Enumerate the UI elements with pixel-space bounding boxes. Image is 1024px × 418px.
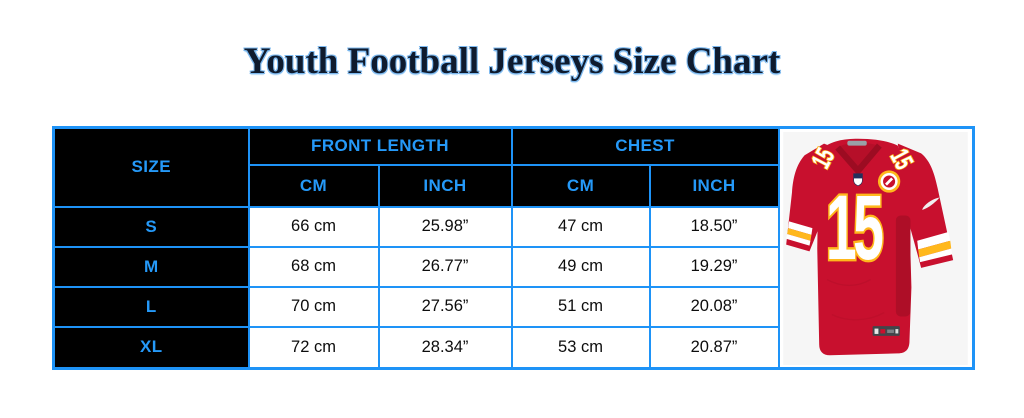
right-cuff-stripe-white-1 [917,231,951,249]
wrinkle-line [831,311,885,320]
wrinkle-line [826,278,872,286]
chest-inch-header: INCH [648,163,780,208]
front-length-header: FRONT LENGTH [247,126,513,166]
side-mesh-panel [896,214,911,316]
size-chart-table: SIZE FRONT LENGTH CHEST [52,126,976,370]
chest-cm-cell: 49 cm [510,245,651,288]
front-cm-header: CM [247,163,380,208]
nfl-shield-icon [853,172,863,186]
table-row-l: L 70 cm 27.56” 51 cm 20.08” [52,285,974,328]
table-row-s: S 66 cm 25.98” 47 cm 18.50” [52,205,974,248]
chest-cm-cell: 53 cm [510,325,651,370]
right-cuff-stripe-white-2 [919,248,953,262]
jersey-torso [817,138,912,355]
front-inch-cell: 25.98” [377,205,513,248]
chest-inch-cell: 20.08” [648,285,780,328]
front-cm-cell: 66 cm [247,205,380,248]
right-cuff-stripe-gold [918,240,952,257]
collar-back-stripe [847,140,868,146]
size-cell: L [52,285,250,328]
chest-inch-cell: 18.50” [648,205,780,248]
chest-inch-cell: 20.87” [648,325,780,370]
left-cuff-stripe-white-2 [786,233,811,246]
header-row-units: CM INCH CM INCH [54,163,974,208]
collar-inner [839,142,878,169]
table-row-xl: XL 72 cm 28.34” 53 cm 20.87” [52,325,974,370]
jersey-photo-cell: 15 15 15 [777,126,975,370]
chest-header: CHEST [510,126,780,166]
jersey-photo: 15 15 15 [781,130,972,367]
jersey-chest-number: 15 [824,174,888,281]
front-inch-cell: 27.56” [377,285,513,328]
nike-swoosh-icon [922,197,940,210]
header-row-groups: SIZE FRONT LENGTH CHEST [52,126,975,370]
size-cell: XL [52,325,250,370]
chest-inch-cell: 19.29” [648,245,780,288]
front-inch-cell: 26.77” [377,245,513,288]
front-inch-header: INCH [377,163,513,208]
size-cell: S [52,205,250,248]
left-cuff-stripe-white-1 [788,220,813,235]
front-cm-cell: 68 cm [247,245,380,288]
left-cuff-stripe-gold [787,227,812,241]
chiefs-patch-icon [878,169,901,193]
size-cell: M [52,245,250,288]
jersey-number: 15 [826,176,883,279]
chest-cm-cell: 51 cm [510,285,651,328]
page-title: Youth Football Jerseys Size Chart [243,41,781,82]
chest-cm-header: CM [510,163,651,208]
front-cm-cell: 70 cm [247,285,380,328]
front-cm-cell: 72 cm [247,325,380,370]
front-inch-cell: 28.34” [377,325,513,370]
size-column-header: SIZE [52,126,250,208]
table-row-m: M 68 cm 26.77” 49 cm 19.29” [52,245,974,288]
jersey-image: 15 15 15 [783,131,968,365]
jock-tag [872,325,901,336]
collar-v-trim [835,143,883,174]
chest-cm-cell: 47 cm [510,205,651,248]
